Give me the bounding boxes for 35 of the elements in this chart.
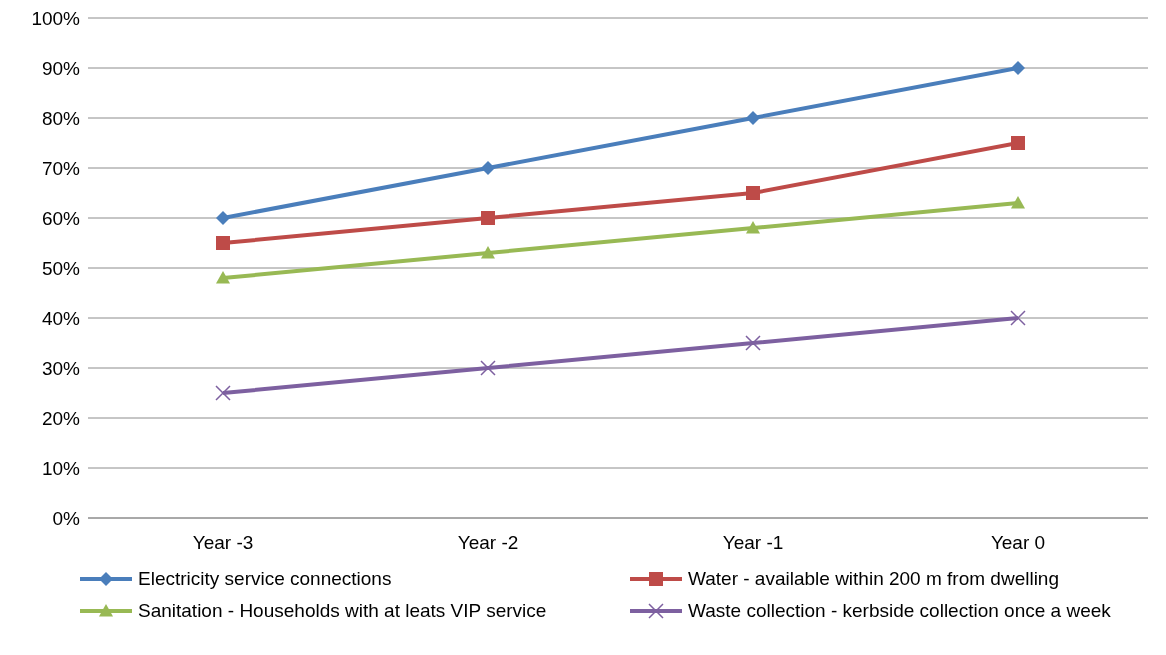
- point: [746, 111, 760, 125]
- legend-label: Waste collection - kerbside collection once a week: [688, 600, 1111, 622]
- y-tick-label: 60%: [41, 207, 81, 229]
- point: [481, 161, 495, 175]
- x-tick-label: Year -2: [457, 532, 519, 554]
- legend-label: Electricity service connections: [138, 568, 392, 590]
- point: [216, 211, 230, 225]
- y-tick-label: 20%: [41, 407, 81, 429]
- y-tick-label: 10%: [41, 457, 81, 479]
- legend-label: Water - available within 200 m from dwelling: [688, 568, 1060, 590]
- y-tick-label: 40%: [41, 307, 81, 329]
- point: [216, 271, 230, 284]
- y-tick-label: 100%: [31, 7, 81, 29]
- x-tick-label: Year 0: [990, 532, 1046, 554]
- legend-label: Sanitation - Households with at leats VIP service: [138, 600, 547, 622]
- point: [746, 221, 760, 234]
- x-tick-label: Year -3: [192, 532, 254, 554]
- y-tick-label: 90%: [41, 57, 81, 79]
- point: [1011, 61, 1025, 75]
- y-tick-label: 0%: [52, 507, 81, 529]
- y-tick-label: 50%: [41, 257, 81, 279]
- point: [216, 236, 230, 250]
- y-tick-label: 70%: [41, 157, 81, 179]
- point: [746, 186, 760, 200]
- y-tick-label: 80%: [41, 107, 81, 129]
- point: [745, 335, 761, 351]
- point: [1010, 310, 1026, 326]
- point: [1011, 136, 1025, 150]
- point: [480, 360, 496, 376]
- point: [215, 385, 231, 401]
- point: [481, 246, 495, 259]
- y-tick-label: 30%: [41, 357, 81, 379]
- point: [1011, 196, 1025, 209]
- point: [481, 211, 495, 225]
- x-tick-label: Year -1: [722, 532, 784, 554]
